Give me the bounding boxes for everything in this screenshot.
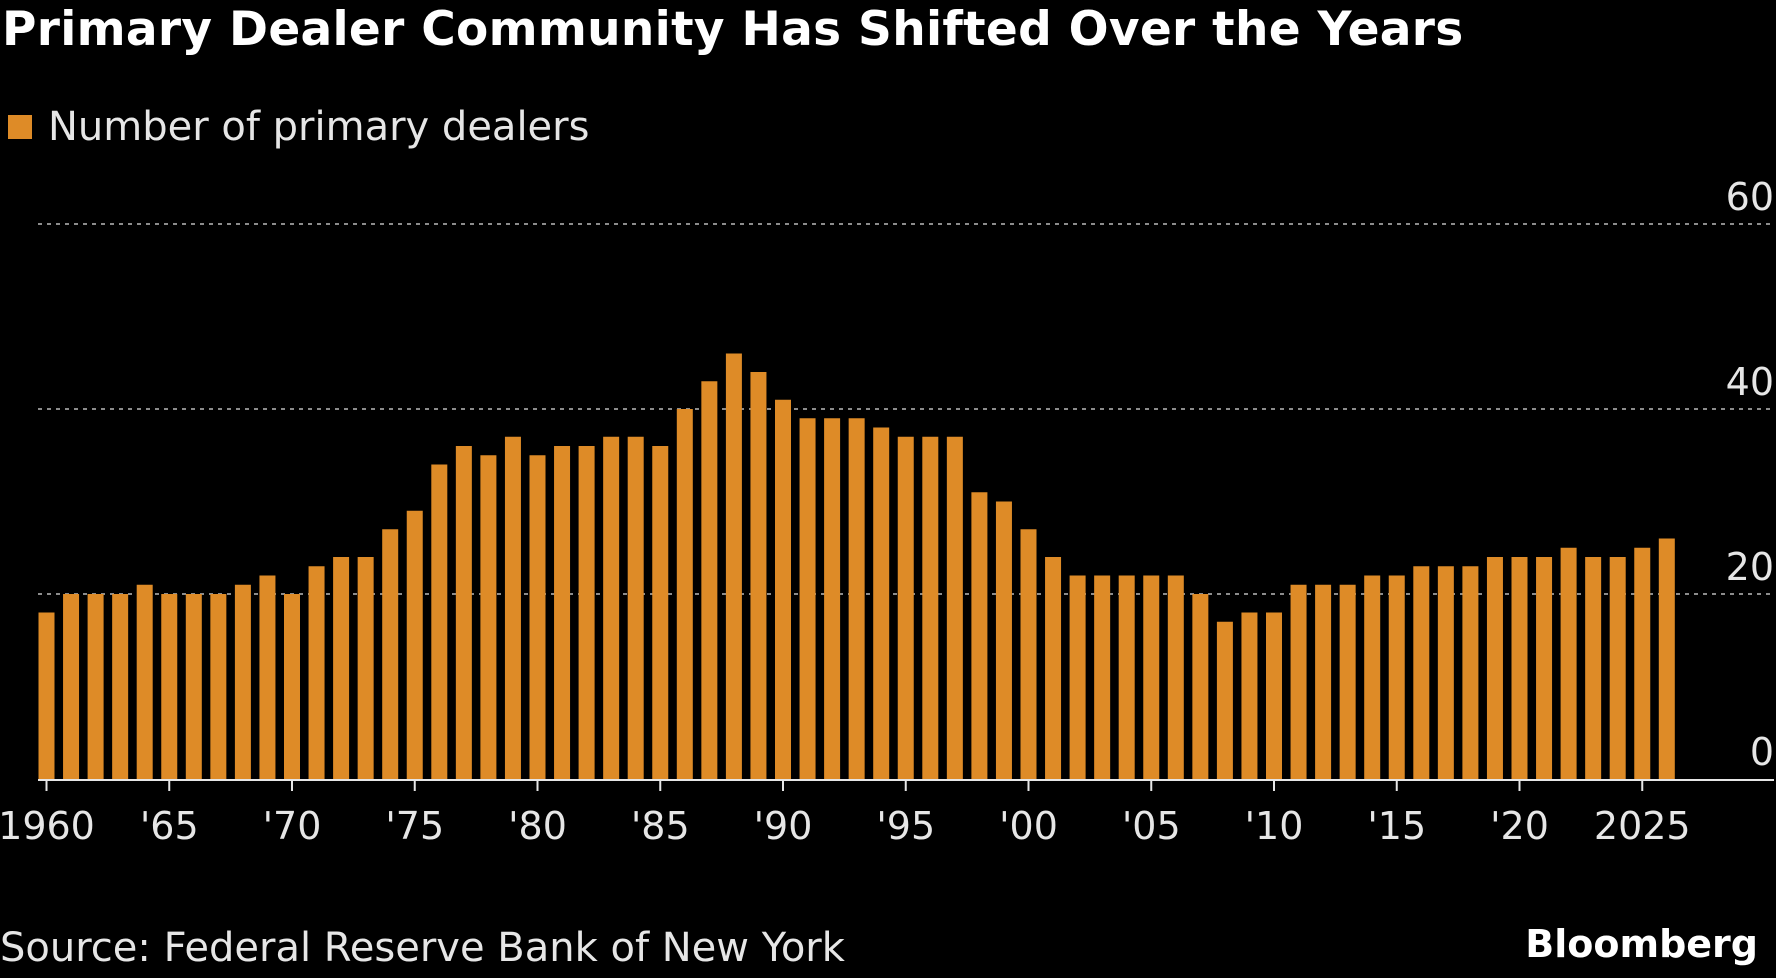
bar (873, 427, 890, 779)
bar (504, 436, 521, 779)
bar (1585, 557, 1602, 779)
x-tick-label: '80 (508, 804, 567, 848)
bar (112, 594, 129, 779)
bar (1094, 575, 1111, 779)
bar (185, 594, 202, 779)
bar (1364, 575, 1381, 779)
y-tick-label: 60 (1726, 175, 1774, 219)
source-note: Source: Federal Reserve Bank of New York (0, 925, 845, 971)
bar (1241, 612, 1258, 779)
bar (922, 436, 939, 779)
bar (455, 446, 472, 779)
bar (1609, 557, 1626, 779)
bar (1192, 594, 1209, 779)
bar (308, 566, 325, 779)
bloomberg-logo: Bloomberg (1525, 922, 1758, 966)
x-tick-label: '70 (263, 804, 322, 848)
x-tick-label: '15 (1367, 804, 1426, 848)
x-tick-label: '00 (999, 804, 1058, 848)
bar (676, 409, 693, 779)
bar (382, 529, 399, 779)
bar (627, 436, 644, 779)
legend: Number of primary dealers (8, 104, 589, 150)
bar (431, 464, 448, 779)
bar (775, 399, 791, 779)
x-tick-label: '90 (754, 804, 813, 848)
bar (725, 353, 742, 779)
x-tick-label: '05 (1122, 804, 1181, 848)
legend-label: Number of primary dealers (48, 104, 590, 150)
bar (1118, 575, 1135, 779)
bar (603, 436, 620, 779)
bar (87, 594, 104, 779)
bar (1388, 575, 1405, 779)
bar (136, 584, 153, 779)
bar (357, 557, 374, 779)
bar (63, 594, 80, 779)
bar (1266, 612, 1282, 779)
bar (652, 446, 669, 779)
bar (234, 584, 251, 779)
bar (799, 418, 816, 779)
bar (1536, 557, 1553, 779)
bar (1290, 584, 1307, 779)
bar (1462, 566, 1479, 779)
bar (1315, 584, 1332, 779)
bar (1511, 557, 1528, 779)
bar (1486, 557, 1503, 779)
bar (1658, 538, 1675, 779)
bar (480, 455, 497, 779)
bar (971, 492, 988, 779)
bar (554, 446, 571, 779)
chart-title: Primary Dealer Community Has Shifted Ove… (2, 2, 1464, 57)
x-tick-label: '75 (385, 804, 444, 848)
bar (210, 594, 227, 779)
bar (284, 594, 300, 779)
bar (1437, 566, 1454, 779)
bar (259, 575, 276, 779)
x-tick-label: '65 (140, 804, 199, 848)
x-tick-label: 1960 (0, 804, 95, 848)
bar (1216, 621, 1233, 779)
bar (1634, 547, 1651, 779)
bar (1045, 557, 1062, 779)
bar (578, 446, 595, 779)
x-tick-label: '85 (631, 804, 690, 848)
bar (995, 501, 1012, 779)
bar (529, 455, 546, 779)
legend-swatch (8, 115, 32, 139)
bar (750, 372, 767, 779)
bar (1020, 529, 1037, 779)
y-tick-label: 20 (1726, 545, 1774, 589)
bar (1560, 547, 1577, 779)
x-tick-label: '20 (1490, 804, 1549, 848)
bar (848, 418, 865, 779)
bar (161, 594, 178, 779)
bar (701, 381, 718, 779)
bar (1339, 584, 1356, 779)
x-tick-label: 2025 (1594, 804, 1691, 848)
bar (946, 436, 963, 779)
x-tick-label: '10 (1245, 804, 1304, 848)
bar (1167, 575, 1184, 779)
bar (38, 612, 55, 779)
y-tick-label: 0 (1750, 730, 1774, 774)
bar (1143, 575, 1160, 779)
y-tick-label: 40 (1726, 360, 1774, 404)
bar (1069, 575, 1086, 779)
bar (333, 557, 350, 779)
bar (406, 510, 423, 779)
bar (897, 436, 914, 779)
x-tick-label: '95 (876, 804, 935, 848)
bar (824, 418, 841, 779)
bar (1413, 566, 1430, 779)
